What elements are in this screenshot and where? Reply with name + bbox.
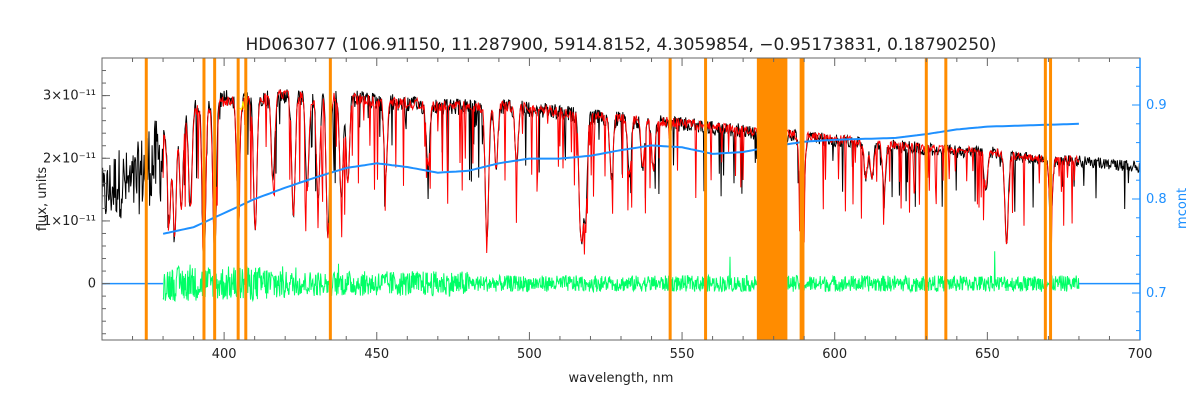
- masked-line-1: [202, 58, 206, 340]
- y2-tick-label: 0.9: [1146, 98, 1167, 113]
- model-spectrum-line: [162, 89, 1080, 264]
- x-axis: 400 450 500 550 600 650 700: [101, 58, 1153, 362]
- y-tick-label: 2×10⁻¹¹: [43, 151, 96, 166]
- masked-line-5: [328, 58, 332, 340]
- y-axis-label: flux, units: [35, 167, 50, 232]
- y2-axis-mcont: 0.7 0.8 0.9: [1132, 58, 1167, 340]
- masked-band: [756, 58, 788, 340]
- masked-line-13: [1049, 58, 1053, 340]
- x-tick-label: 600: [822, 347, 847, 362]
- y2-tick-label: 0.8: [1146, 192, 1167, 207]
- masked-line-12: [1043, 58, 1047, 340]
- y-tick-label: 1×10⁻¹¹: [43, 214, 96, 229]
- x-tick-label: 400: [212, 347, 237, 362]
- x-tick-label: 500: [517, 347, 542, 362]
- masked-line-10: [924, 58, 928, 340]
- masked-line-9: [801, 58, 805, 340]
- y-tick-label: 3×10⁻¹¹: [43, 89, 96, 104]
- plot-area: [102, 58, 1140, 340]
- x-tick-label: 450: [364, 347, 389, 362]
- y-tick-label: 0: [88, 277, 96, 292]
- masked-line-4: [244, 58, 248, 340]
- chart-title: HD063077 (106.91150, 11.287900, 5914.815…: [246, 35, 997, 55]
- masked-line-0: [144, 58, 148, 340]
- y-axis: 0 1×10⁻¹¹ 2×10⁻¹¹ 3×10⁻¹¹: [43, 70, 110, 335]
- masked-line-6: [668, 58, 672, 340]
- x-tick-label: 700: [1128, 347, 1153, 362]
- y2-axis-label: mcont: [1175, 188, 1190, 229]
- masked-line-3: [236, 58, 240, 340]
- masked-line-7: [704, 58, 708, 340]
- masked-segment-1: [239, 101, 246, 111]
- x-tick-label: 650: [975, 347, 1000, 362]
- masked-line-11: [944, 58, 948, 340]
- masked-line-2: [213, 58, 217, 340]
- x-tick-label: 550: [670, 347, 695, 362]
- x-axis-label: wavelength, nm: [569, 371, 674, 386]
- y2-tick-label: 0.7: [1146, 286, 1167, 301]
- masked-line-8: [799, 58, 803, 340]
- residuals-line: [162, 251, 1080, 303]
- observed-spectrum-line: [102, 89, 1140, 268]
